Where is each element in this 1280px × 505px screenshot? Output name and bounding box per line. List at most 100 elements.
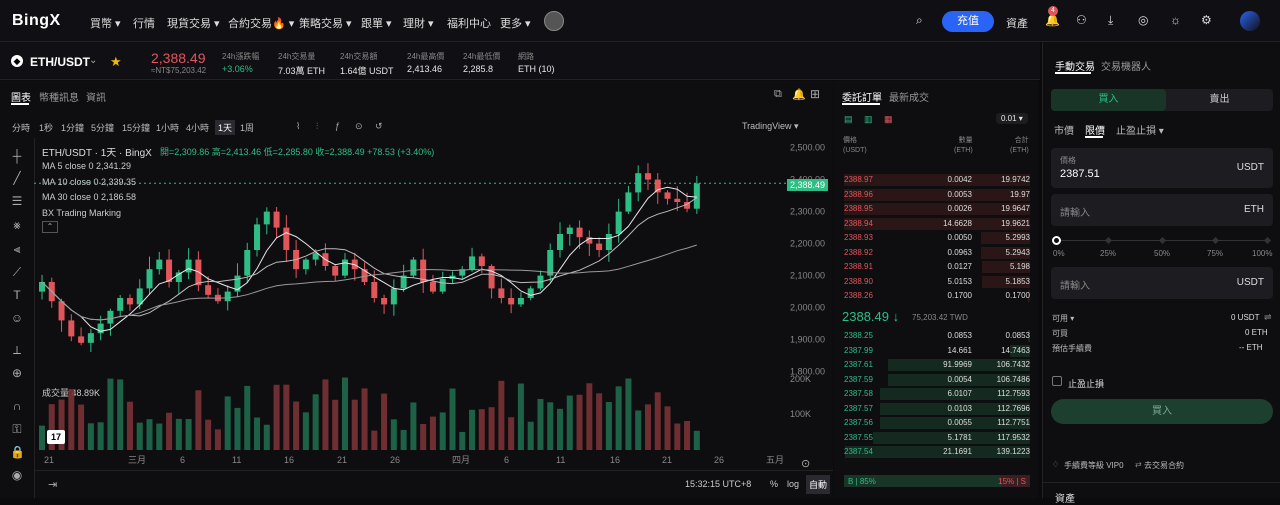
eye-icon[interactable]: ◉ — [11, 468, 23, 482]
fee-level-link[interactable]: 手續費等級 VIP0 — [1064, 461, 1124, 470]
submit-buy-button[interactable]: 買入 — [1051, 399, 1273, 424]
promo-avatar[interactable] — [544, 11, 564, 31]
sell-tab[interactable]: 賣出 — [1209, 94, 1230, 105]
crosshair-icon[interactable]: ┼ — [12, 149, 22, 163]
lock-drawing-icon[interactable]: ⚿ — [12, 422, 22, 436]
order-row[interactable]: 2387.99 14.661 14.7463 — [844, 344, 1030, 358]
hlines-icon[interactable]: ☰ — [11, 194, 23, 208]
nav-markets[interactable]: 行情 — [133, 18, 155, 30]
settings-icon[interactable]: ⚙ — [1201, 13, 1212, 27]
lock-icon[interactable]: 🔒 — [10, 445, 25, 459]
order-row[interactable]: 2387.55 5.1781 117.9532 — [844, 431, 1030, 445]
percent-toggle[interactable]: % — [770, 479, 779, 489]
log-toggle[interactable]: log — [787, 479, 800, 489]
chevron-down-icon[interactable]: ⌄ — [89, 55, 98, 66]
tradingview-selector[interactable]: TradingView ▾ — [742, 121, 799, 131]
slider-handle[interactable] — [1052, 236, 1061, 245]
tf-1w[interactable]: 1周 — [240, 123, 255, 133]
order-type-market[interactable]: 市價 — [1054, 126, 1074, 137]
utc-clock[interactable]: 15:32:15 UTC+8 — [685, 479, 752, 489]
buy-tab[interactable]: 買入 — [1051, 89, 1166, 111]
tab-coin-info[interactable]: 幣種訊息 — [39, 93, 79, 104]
total-field[interactable]: 請輸入 USDT — [1051, 267, 1273, 299]
order-type-limit[interactable]: 限價 — [1085, 126, 1105, 137]
fx-icon[interactable]: ƒ — [335, 121, 341, 131]
tf-4h[interactable]: 4小時 — [186, 123, 210, 133]
transfer-icon[interactable]: ⇌ — [1264, 312, 1272, 322]
order-row[interactable]: 2387.59 0.0054 106.7486 — [844, 373, 1030, 387]
deposit-button[interactable]: 充值 — [942, 11, 994, 32]
candle-type-icon[interactable]: ⫶ — [316, 121, 319, 131]
time-settings-icon[interactable]: ⊙ — [801, 458, 811, 470]
reset-icon[interactable]: ↺ — [375, 121, 383, 131]
trendline-icon[interactable]: ╱ — [13, 171, 21, 185]
order-row[interactable]: 2388.94 14.6628 19.9621 — [844, 217, 1030, 231]
order-row[interactable]: 2388.26 0.1700 0.1700 — [844, 289, 1030, 303]
view-both-icon[interactable]: ▤ — [844, 114, 853, 124]
nav-buy-crypto[interactable]: 買幣 ▾ — [90, 18, 121, 30]
order-row[interactable]: 2388.97 0.0042 19.9742 — [844, 173, 1030, 187]
tab-order-book[interactable]: 委託訂單 — [842, 93, 882, 104]
price-field[interactable]: 價格 2387.51 USDT — [1051, 148, 1273, 188]
pattern-icon[interactable]: ⨳ — [13, 218, 21, 232]
zoom-icon[interactable]: ⊕ — [11, 366, 23, 380]
search-icon[interactable]: ⌕ — [916, 13, 923, 27]
nav-strategy[interactable]: 策略交易 ▾ — [299, 18, 352, 30]
ruler-icon[interactable]: ⟂ — [12, 343, 21, 357]
fib-icon[interactable]: ⫷ — [13, 242, 21, 256]
tf-15m[interactable]: 15分鐘 — [122, 123, 151, 133]
star-icon[interactable]: ★ — [110, 54, 122, 69]
date-range-icon[interactable]: ⇥ — [48, 479, 58, 491]
camera-icon[interactable]: ⊙ — [355, 121, 363, 131]
globe-icon[interactable]: ◎ — [1138, 13, 1149, 27]
tf-1s[interactable]: 1秒 — [39, 123, 54, 133]
user-icon[interactable]: ⚇ — [1076, 13, 1087, 27]
tpsl-checkbox[interactable] — [1052, 376, 1062, 386]
nav-futures[interactable]: 合約交易🔥 ▾ — [228, 18, 295, 30]
available-label[interactable]: 可用 ▾ — [1052, 314, 1075, 323]
order-row[interactable]: 2388.92 0.0963 5.2943 — [844, 246, 1030, 260]
pct-75[interactable]: 75% — [1207, 249, 1224, 258]
layout-icon[interactable]: ⊞ — [810, 87, 821, 101]
price-input[interactable]: 2387.51 — [1060, 168, 1100, 180]
order-row[interactable]: 2388.93 0.0050 5.2993 — [844, 231, 1030, 245]
nav-more[interactable]: 更多 ▾ — [500, 18, 531, 30]
account-avatar[interactable] — [1240, 11, 1260, 31]
order-row[interactable]: 2387.57 0.0103 112.7696 — [844, 402, 1030, 416]
nav-copy[interactable]: 跟單 ▾ — [361, 18, 392, 30]
tab-chart[interactable]: 圖表 — [11, 93, 31, 104]
assets-link[interactable]: 資產 — [1006, 18, 1028, 30]
total-input[interactable]: 請輸入 — [1060, 281, 1090, 292]
emoji-icon[interactable]: ☺ — [10, 311, 24, 325]
brush-icon[interactable]: ⟋ — [12, 265, 22, 279]
amount-input[interactable]: 請輸入 — [1060, 208, 1090, 219]
order-row[interactable]: 2387.56 0.0055 112.7751 — [844, 416, 1030, 430]
bell-icon[interactable]: 🔔 — [1045, 13, 1060, 27]
order-row[interactable]: 2387.61 91.9969 106.7432 — [844, 358, 1030, 372]
order-row[interactable]: 2388.96 0.0053 19.97 — [844, 188, 1030, 202]
download-icon[interactable]: ⤓ — [1108, 13, 1114, 27]
collapse-icon[interactable]: ⌃ — [42, 221, 58, 233]
order-row[interactable]: 2388.95 0.0026 19.9647 — [844, 202, 1030, 216]
amount-field[interactable]: 請輸入 ETH — [1051, 194, 1273, 226]
pct-0[interactable]: 0% — [1053, 249, 1065, 258]
order-row[interactable]: 2387.54 21.1691 139.1223 — [844, 445, 1030, 459]
order-row[interactable]: 2387.58 6.0107 112.7593 — [844, 387, 1030, 401]
fullscreen-icon[interactable]: ⧉ — [774, 88, 782, 100]
tf-1m[interactable]: 1分鐘 — [61, 123, 85, 133]
tab-manual-trade[interactable]: 手動交易 — [1055, 62, 1095, 73]
tab-trading-bot[interactable]: 交易機器人 — [1101, 62, 1151, 73]
tf-time[interactable]: 分時 — [12, 123, 31, 133]
tab-news[interactable]: 資訊 — [86, 93, 106, 104]
auto-toggle[interactable]: 自動 — [806, 475, 831, 494]
order-row[interactable]: 2388.91 0.0127 5.198 — [844, 260, 1030, 274]
theme-icon[interactable]: ☼ — [1170, 13, 1181, 27]
alert-icon[interactable]: 🔔 — [792, 89, 806, 101]
tf-5m[interactable]: 5分鐘 — [91, 123, 115, 133]
tf-1d[interactable]: 1天 — [215, 120, 236, 135]
indicator-icon[interactable]: ⌇ — [296, 121, 301, 131]
nav-spot[interactable]: 現貨交易 ▾ — [167, 18, 220, 30]
order-row[interactable]: 2388.90 5.0153 5.1853 — [844, 275, 1030, 289]
magnet-icon[interactable]: ∩ — [12, 399, 22, 413]
tf-1h[interactable]: 1小時 — [156, 123, 180, 133]
